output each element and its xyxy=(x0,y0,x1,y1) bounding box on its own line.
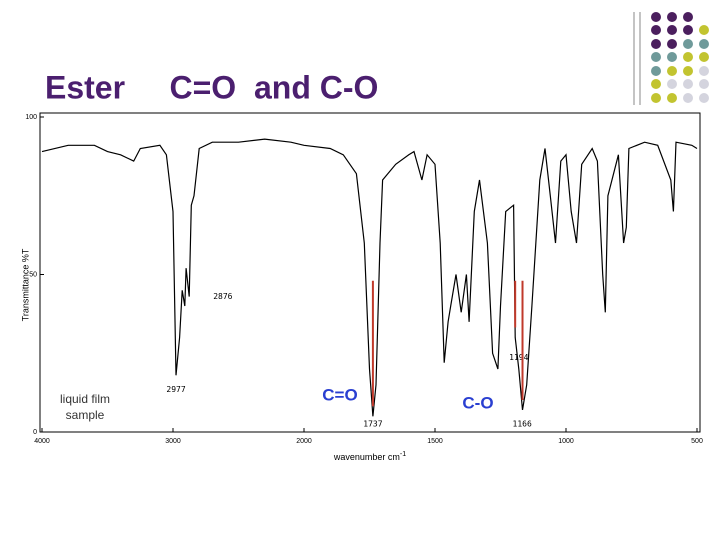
x-tick-label: 500 xyxy=(691,438,703,445)
x-tick-label: 4000 xyxy=(34,438,50,445)
plot-frame xyxy=(39,112,701,433)
peak-label: 2876 xyxy=(213,292,232,301)
peak-label: 1737 xyxy=(363,420,382,429)
slide-title: Ester C=O and C-O xyxy=(45,69,378,105)
x-axis-label: wavenumber cm-1 xyxy=(333,451,406,463)
x-tick-label: 1000 xyxy=(558,438,574,445)
y-tick-label: 100 xyxy=(25,114,37,121)
x-tick-label: 3000 xyxy=(165,438,181,445)
decoration xyxy=(633,12,709,105)
peak-label: 2977 xyxy=(166,385,185,394)
peak-label: 1166 xyxy=(513,420,532,429)
x-tick-label: 1500 xyxy=(427,438,443,445)
annotation: C-O xyxy=(462,393,493,412)
x-axis-label-text: wavenumber cm xyxy=(333,452,400,462)
y-tick-label: 50 xyxy=(29,271,37,278)
annotation: C=O xyxy=(322,385,357,404)
y-axis-label: Transmittance %T xyxy=(20,248,30,321)
peak-label: 1194 xyxy=(509,353,528,362)
annotation: liquid film xyxy=(60,392,110,406)
x-tick-label: 2000 xyxy=(296,438,312,445)
x-axis-label-superscript: -1 xyxy=(400,451,406,458)
annotation: sample xyxy=(66,408,105,422)
spectrum-line xyxy=(41,138,698,417)
y-tick-label: 0 xyxy=(33,429,37,436)
